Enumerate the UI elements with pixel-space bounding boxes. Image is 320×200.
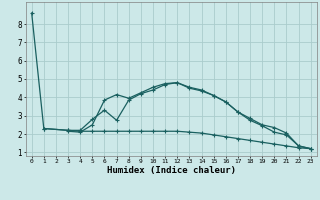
X-axis label: Humidex (Indice chaleur): Humidex (Indice chaleur) (107, 166, 236, 175)
